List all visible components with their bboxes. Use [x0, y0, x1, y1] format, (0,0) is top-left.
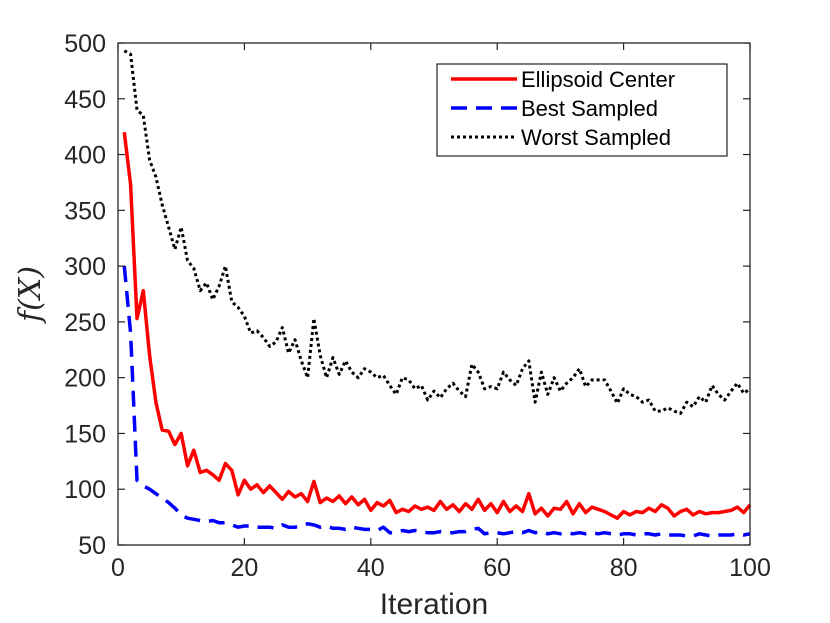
- y-tick-label: 500: [64, 30, 106, 58]
- y-tick-label: 50: [78, 532, 106, 560]
- x-tick-label: 0: [111, 554, 125, 582]
- x-tick-label: 100: [729, 554, 771, 582]
- x-tick-label: 80: [610, 554, 638, 582]
- y-tick-label: 300: [64, 253, 106, 281]
- y-axis-title: f(X): [13, 266, 48, 324]
- legend-label: Worst Sampled: [521, 125, 671, 150]
- x-axis-title: Iteration: [380, 588, 488, 621]
- legend-label: Ellipsoid Center: [521, 67, 675, 92]
- y-tick-label: 350: [64, 197, 106, 225]
- series-line-ellipsoid-center: [122, 131, 752, 520]
- y-tick-label: 400: [64, 142, 106, 170]
- legend: Ellipsoid Center Best Sampled Worst Sample…: [436, 63, 728, 157]
- x-tick-label: 40: [357, 554, 385, 582]
- y-tick-label: 150: [64, 420, 106, 448]
- y-tick-label: 200: [64, 365, 106, 393]
- series-line-best-sampled: [122, 265, 751, 538]
- x-tick-label: 60: [483, 554, 511, 582]
- legend-label: Best Sampled: [521, 96, 658, 121]
- axes-box: [117, 42, 751, 546]
- y-tick-label: 450: [64, 86, 106, 114]
- series-line-worst-sampled: [123, 49, 751, 415]
- y-tick-label: 100: [64, 476, 106, 504]
- axes-layer: 0 20 40 60 80 100 50 100 150 200 250 300 350 400 450 50…: [64, 30, 771, 582]
- series-layer: [122, 49, 752, 538]
- x-tick-label: 20: [230, 554, 258, 582]
- y-tick-label: 250: [64, 309, 106, 337]
